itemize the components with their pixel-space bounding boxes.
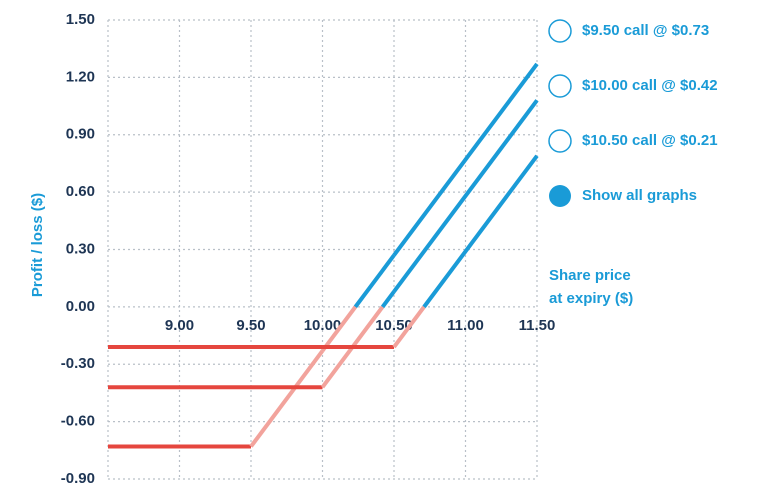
legend-radio[interactable]	[548, 74, 572, 98]
x-tick-label: 9.00	[165, 317, 194, 334]
series-line	[392, 305, 426, 349]
y-tick-label: 1.20	[66, 68, 95, 85]
x-axis-label: at expiry ($)	[549, 290, 633, 307]
series-line	[392, 62, 539, 257]
x-tick-label: 11.50	[519, 317, 556, 334]
series-line	[353, 254, 396, 309]
legend-label[interactable]: $10.00 call @ $0.42	[582, 77, 718, 94]
show-all-radio[interactable]	[549, 185, 571, 207]
y-tick-label: 0.90	[66, 126, 95, 143]
series-line	[422, 154, 539, 309]
legend-label[interactable]: $10.50 call @ $0.21	[582, 132, 718, 149]
x-tick-label: 10.00	[304, 317, 342, 334]
y-axis-label: Profit / loss ($)	[29, 193, 46, 297]
series-line	[320, 305, 357, 353]
show-all-label[interactable]: Show all graphs	[582, 187, 697, 204]
y-tick-label: 0.60	[66, 183, 95, 200]
y-tick-label: 0.30	[66, 240, 95, 257]
y-tick-label: -0.60	[61, 413, 95, 430]
y-tick-label: -0.90	[61, 470, 95, 487]
legend-radio[interactable]	[548, 129, 572, 153]
legend-label[interactable]: $9.50 call @ $0.73	[582, 22, 709, 39]
y-tick-label: 1.50	[66, 11, 95, 28]
y-tick-label: -0.30	[61, 355, 95, 372]
x-tick-label: 10.50	[375, 317, 413, 334]
x-tick-label: 9.50	[236, 317, 265, 334]
x-tick-label: 11.00	[447, 317, 484, 334]
series-line	[392, 99, 539, 293]
series-line	[249, 349, 325, 448]
legend-radio[interactable]	[548, 19, 572, 43]
y-tick-label: 0.00	[66, 298, 95, 315]
x-axis-label: Share price	[549, 267, 631, 284]
series-line	[380, 290, 396, 309]
